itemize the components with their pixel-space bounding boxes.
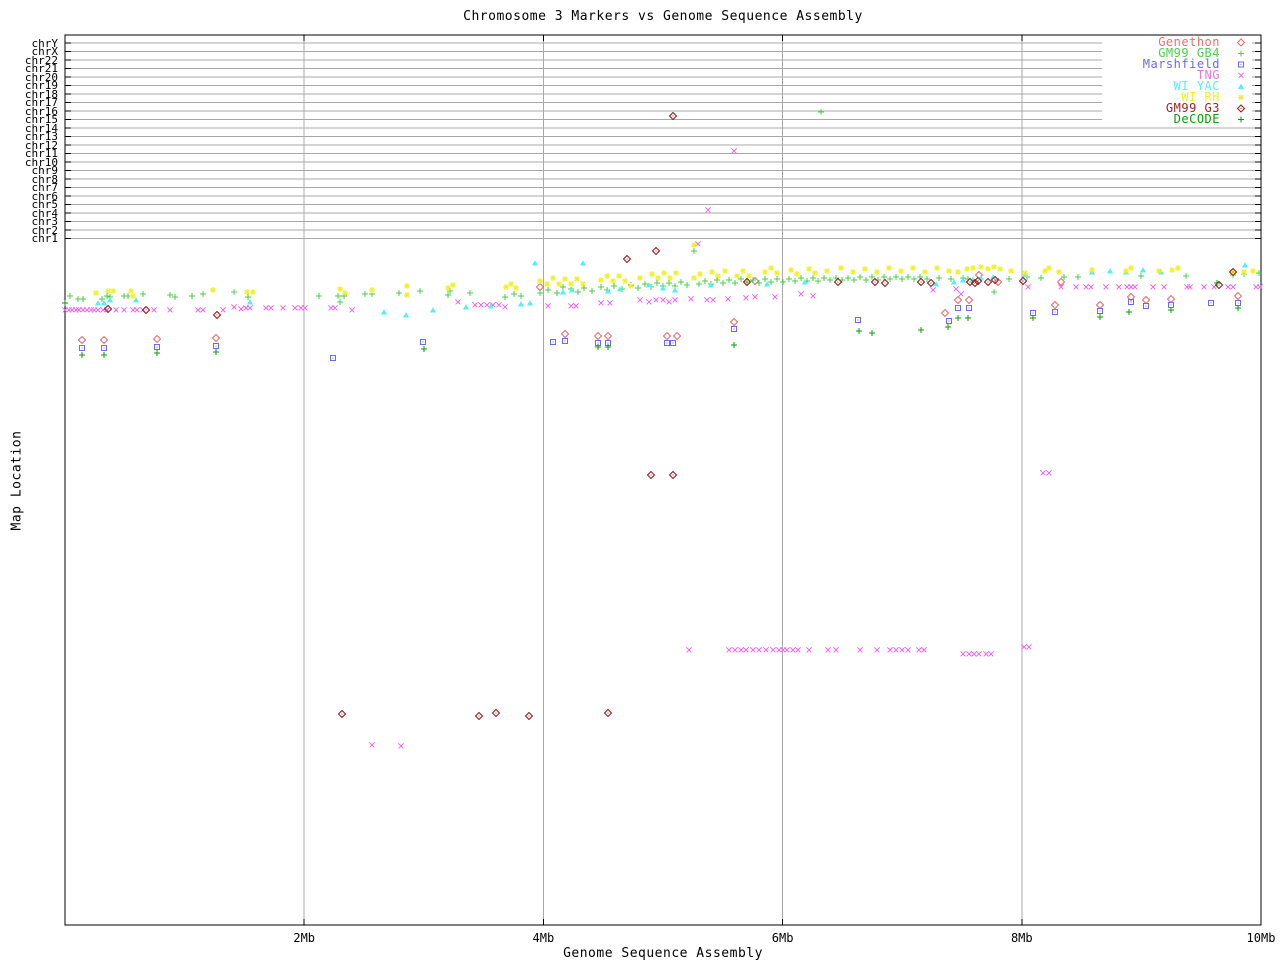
legend: Genethon GM99 GB4 Marshfield TNG WI YAC WI RH… xyxy=(1102,35,1252,126)
y-tick-label-chr9: chr9 xyxy=(31,164,59,177)
series-marshfield xyxy=(79,299,1241,361)
y-tick-label-chr10: chr10 xyxy=(24,155,58,169)
x-tick-label-4Mb: 4Mb xyxy=(532,931,555,945)
y-tick-label-chr13: chr13 xyxy=(24,130,58,143)
legend-item-decode: DeCODE xyxy=(1102,112,1252,126)
plot-frame xyxy=(64,34,1262,926)
y-tick-label-chr7: chr7 xyxy=(31,181,59,194)
diamond-open-icon xyxy=(1234,37,1248,48)
plus-icon xyxy=(1234,114,1248,125)
series-gm99-g3 xyxy=(103,111,1238,721)
y-tick-label-chr20: chr20 xyxy=(24,70,58,84)
y-tick-label-chrX: chrX xyxy=(31,45,59,58)
y-tick-label-chr11: chr11 xyxy=(24,147,58,160)
y-tick-label-chr5: chr5 xyxy=(31,198,59,211)
cross-icon xyxy=(1234,70,1248,81)
triangle-icon xyxy=(1234,81,1248,92)
plot-title: Chromosome 3 Markers vs Genome Sequence … xyxy=(463,9,863,24)
legend-item-tng: TNG xyxy=(1102,68,1252,82)
y-tick-label-chr17: chr17 xyxy=(24,96,58,109)
diamond-dot-icon xyxy=(1234,103,1248,114)
y-tick-label-chr22: chr22 xyxy=(24,53,58,67)
plus-icon xyxy=(1234,48,1248,59)
x-axis-label: Genome Sequence Assembly xyxy=(563,946,763,961)
y-tick-label-chr3: chr3 xyxy=(31,215,59,228)
legend-label: WI YAC xyxy=(1173,79,1220,93)
series-wi-rh xyxy=(93,242,1256,299)
legend-item-gm99-g3: GM99 G3 xyxy=(1102,101,1252,115)
legend-label: Genethon xyxy=(1158,35,1220,49)
y-tick-label-chr21: chr21 xyxy=(24,62,58,75)
y-tick-label-chr4: chr4 xyxy=(31,206,59,220)
legend-item-gm99-gb4: GM99 GB4 xyxy=(1102,46,1252,60)
legend-label: DeCODE xyxy=(1173,112,1220,126)
x-tick-label-2Mb: 2Mb xyxy=(293,931,316,945)
x-tick-label-6Mb: 6Mb xyxy=(771,931,794,945)
y-tick-label-chr12: chr12 xyxy=(24,138,58,152)
y-axis-label: Map Location xyxy=(9,430,25,531)
y-tick-label-chr6: chr6 xyxy=(31,189,59,203)
y-tick-label-chrY: chrY xyxy=(31,36,59,50)
y-tick-label-chr14: chr14 xyxy=(24,121,58,135)
series-wi-yac xyxy=(95,260,1248,318)
star-icon xyxy=(1234,92,1248,103)
x-tick-label-8Mb: 8Mb xyxy=(1010,931,1033,945)
legend-label: GM99 G3 xyxy=(1165,101,1220,115)
square-dot-icon xyxy=(1234,59,1248,70)
y-tick-label-chr8: chr8 xyxy=(31,172,59,186)
y-tick-label-chr2: chr2 xyxy=(31,223,59,237)
x-tick-label-10Mb: 10Mb xyxy=(1246,931,1276,945)
legend-item-wi-rh: WI RH xyxy=(1102,90,1252,104)
y-tick-label-chr18: chr18 xyxy=(24,87,58,101)
y-tick-label-chr15: chr15 xyxy=(24,113,58,126)
legend-item-wi-yac: WI YAC xyxy=(1102,79,1252,93)
legend-item-marshfield: Marshfield xyxy=(1102,57,1252,71)
y-tick-label-chr19: chr19 xyxy=(24,79,58,92)
series-tng xyxy=(62,148,1263,749)
legend-label: WI RH xyxy=(1181,90,1220,104)
series-decode xyxy=(62,280,1241,358)
legend-label: TNG xyxy=(1196,68,1220,82)
legend-item-genethon: Genethon xyxy=(1102,35,1252,49)
y-tick-label-chr16: chr16 xyxy=(24,104,58,118)
y-tick-label-chr1: chr1 xyxy=(31,232,59,245)
legend-label: Marshfield xyxy=(1142,57,1220,71)
legend-label: GM99 GB4 xyxy=(1158,46,1220,60)
series-genethon xyxy=(77,270,1243,345)
